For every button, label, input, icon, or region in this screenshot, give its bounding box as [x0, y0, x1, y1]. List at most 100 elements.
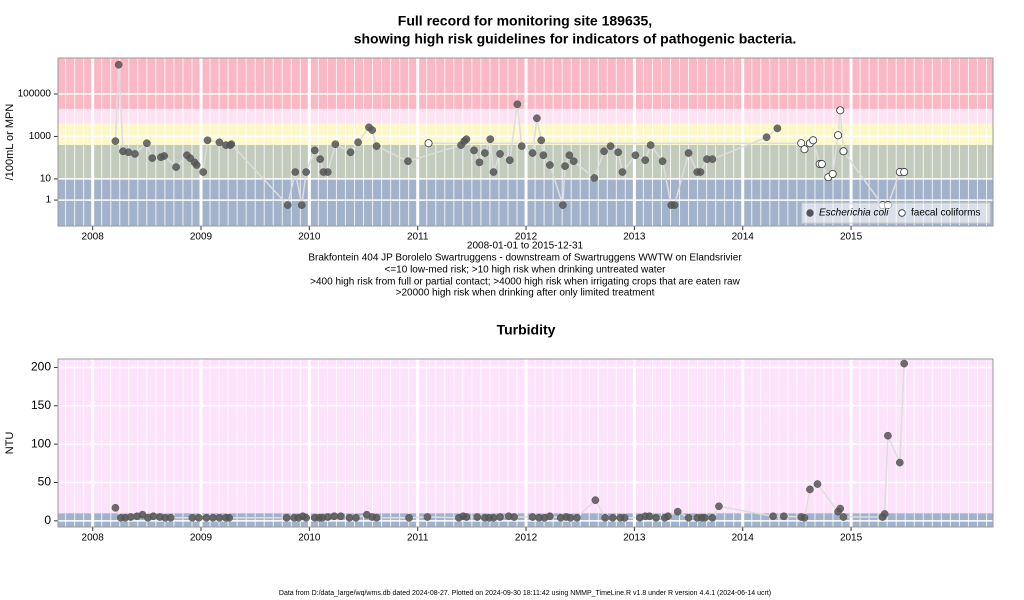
caption: >400 high risk from full or partial cont…	[310, 277, 740, 288]
data-point	[646, 141, 655, 149]
footer: Data from D:/data_large/wq/wms.db dated …	[279, 590, 771, 597]
data-point	[780, 512, 788, 521]
data-point	[352, 513, 360, 522]
data-point	[715, 502, 723, 511]
data-point	[528, 513, 537, 521]
chart-title: Turbidity	[497, 322, 556, 338]
data-point	[884, 431, 892, 440]
y-tick-label: 100000	[18, 89, 52, 100]
data-point	[539, 151, 548, 160]
x-tick-label: 2012	[515, 232, 538, 243]
data-point	[700, 513, 709, 522]
data-point	[797, 139, 806, 148]
data-point	[330, 512, 339, 521]
data-point	[566, 513, 575, 522]
plot-border	[57, 358, 994, 528]
data-point	[346, 148, 355, 157]
x-tick-label: 2012	[515, 533, 538, 544]
caption: 2008-01-01 to 2015-12-31	[467, 241, 584, 252]
data-point	[423, 513, 432, 521]
data-point	[209, 513, 217, 522]
data-point	[215, 138, 224, 147]
data-point	[813, 480, 822, 488]
data-point	[817, 160, 826, 169]
data-point	[800, 513, 809, 522]
data-point	[302, 168, 310, 176]
x-tick-label: 2014	[732, 232, 755, 243]
data-point	[372, 513, 381, 522]
y-axis-label: NTU	[4, 432, 16, 455]
data-point	[323, 168, 332, 176]
data-point	[537, 136, 546, 145]
data-point	[533, 114, 541, 123]
data-point	[111, 503, 120, 512]
data-point	[505, 156, 514, 165]
data-point	[839, 513, 848, 521]
data-point	[316, 155, 325, 164]
data-point	[404, 157, 412, 166]
data-point	[836, 106, 845, 115]
data-point	[601, 513, 609, 522]
data-point	[806, 485, 814, 494]
plot-border	[57, 57, 994, 227]
data-point	[282, 513, 291, 522]
x-tick-label: 2013	[623, 533, 646, 544]
x-tick-label: 2013	[623, 232, 646, 243]
data-point	[608, 513, 617, 522]
data-point	[836, 504, 845, 513]
y-tick-label: 10	[40, 174, 52, 185]
data-point	[513, 100, 522, 109]
data-point	[569, 157, 578, 166]
data-point	[131, 150, 139, 158]
data-point	[225, 513, 234, 522]
data-point	[631, 151, 640, 160]
y-axis-label: /100mL or MPN	[4, 104, 16, 181]
data-point	[652, 513, 660, 522]
data-point	[354, 138, 362, 147]
data-point	[345, 513, 354, 522]
legend-marker	[898, 209, 906, 217]
data-point	[900, 359, 909, 368]
x-tick-label: 2008	[82, 232, 105, 243]
data-point	[645, 512, 654, 521]
legend-label: faecal coliforms	[911, 208, 980, 219]
data-point	[620, 513, 629, 522]
data-point	[199, 168, 208, 176]
data-point	[124, 148, 133, 157]
data-point	[684, 513, 693, 522]
data-point	[462, 135, 471, 144]
data-point	[481, 149, 489, 157]
legend-label: Escherichia coli	[819, 208, 889, 219]
data-point	[828, 169, 837, 178]
data-point	[462, 513, 471, 521]
x-tick-label: 2009	[190, 533, 213, 544]
data-point	[762, 133, 771, 142]
x-tick-label: 2015	[840, 232, 863, 243]
data-point	[405, 513, 413, 522]
data-point	[496, 150, 504, 158]
x-tick-label: 2010	[298, 533, 321, 544]
data-point	[880, 510, 889, 518]
data-point	[323, 513, 332, 521]
x-tick-label: 2010	[298, 232, 321, 243]
y-tick-label: 200	[31, 360, 51, 374]
data-point	[202, 513, 211, 522]
data-point	[641, 156, 650, 165]
data-point	[546, 512, 554, 521]
data-point	[291, 168, 300, 176]
data-point	[496, 513, 504, 521]
data-point	[546, 161, 554, 169]
x-tick-label: 2014	[732, 533, 755, 544]
y-tick-label: 0	[44, 513, 51, 527]
data-point	[368, 126, 377, 134]
y-tick-label: 100	[31, 436, 51, 450]
data-point	[834, 131, 843, 140]
data-point	[673, 507, 682, 516]
data-point	[839, 147, 848, 156]
data-point	[809, 136, 818, 145]
data-point	[769, 512, 777, 521]
data-point	[475, 158, 484, 167]
data-point	[203, 136, 212, 145]
data-point	[166, 513, 175, 522]
